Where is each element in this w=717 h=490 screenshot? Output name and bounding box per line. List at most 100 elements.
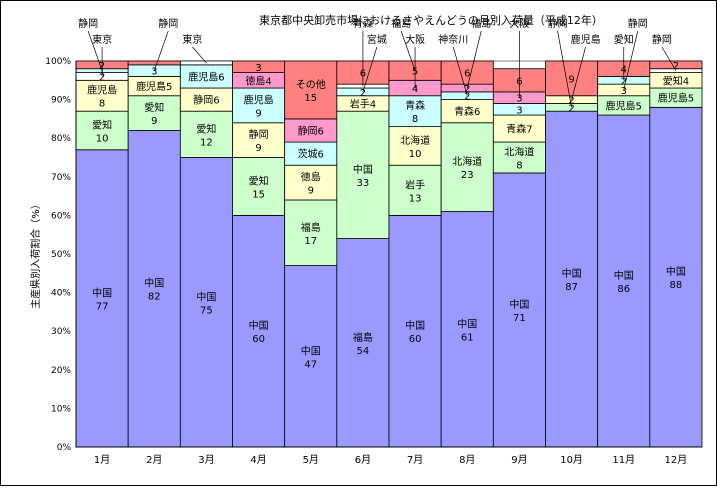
x-tick-label: 10月 xyxy=(560,454,583,466)
segment-label: 鹿児島5 xyxy=(136,80,172,93)
segment-label: 3 xyxy=(255,63,261,74)
segment-name-label: 福島 xyxy=(353,331,373,344)
segment-value-label: 15 xyxy=(304,93,317,104)
callout-label: 静岡 xyxy=(78,17,98,30)
y-tick-label: 30% xyxy=(51,327,71,337)
x-tick-label: 4月 xyxy=(250,454,266,466)
x-tick-label: 7月 xyxy=(407,454,423,466)
segment-value-label: 33 xyxy=(357,178,370,189)
bar-segment xyxy=(127,60,181,66)
chart-title: 東京都中央卸売市場におけるさやえんどうの月別入荷量（平成12年） xyxy=(259,13,603,27)
segment-value-label: 23 xyxy=(461,170,474,181)
bar-segment xyxy=(545,110,599,448)
callout-leader xyxy=(623,30,639,91)
segment-name-label: 静岡 xyxy=(249,128,269,141)
segment-label: 鹿児島5 xyxy=(606,99,642,112)
segment-label: 3 xyxy=(516,105,522,116)
segment-value-label: 82 xyxy=(148,292,161,303)
bars xyxy=(75,60,703,448)
segment-label: 2 xyxy=(673,61,679,72)
segment-value-label: 71 xyxy=(513,313,526,324)
bar-segment xyxy=(388,126,442,166)
segment-value-label: 15 xyxy=(252,189,265,200)
bar-segment xyxy=(649,60,703,70)
x-tick-label: 8月 xyxy=(459,454,475,466)
segment-label: 2 xyxy=(621,76,627,87)
bar-segment xyxy=(388,214,442,448)
callout-label: 静岡 xyxy=(158,17,178,30)
segment-labels: 中国77愛知10鹿児島8212中国82愛知9鹿児島53中国75愛知12静岡6鹿児… xyxy=(87,61,694,370)
segment-name-label: 中国 xyxy=(562,267,582,280)
segment-name-label: 鹿児島 xyxy=(87,84,117,97)
segment-label: 2 xyxy=(99,72,105,83)
bar-segment xyxy=(232,157,286,216)
y-axis-label: 主産県別入荷割合（%） xyxy=(29,199,42,309)
segment-name-label: 中国 xyxy=(301,344,321,357)
y-tick-label: 70% xyxy=(51,173,71,183)
segment-label: 4 xyxy=(412,84,418,95)
segment-value-label: 10 xyxy=(96,133,109,144)
bar-segment xyxy=(284,60,338,120)
segment-name-label: 岩手 xyxy=(405,178,425,191)
callout-label: 青森 xyxy=(353,17,373,30)
segment-value-label: 61 xyxy=(461,332,474,343)
y-tick-label: 100% xyxy=(45,57,71,67)
segment-label: 6 xyxy=(464,69,470,80)
callout-leader xyxy=(557,30,572,108)
segment-label: 2 xyxy=(464,84,470,95)
x-tick-label: 12月 xyxy=(665,454,688,466)
x-tick-label: 9月 xyxy=(511,454,527,466)
bar-segment xyxy=(75,79,129,112)
segment-value-label: 86 xyxy=(617,284,630,295)
segment-name-label: 北海道 xyxy=(400,134,430,147)
segment-label: 2 xyxy=(464,92,470,103)
segment-value-label: 88 xyxy=(670,280,683,291)
bar-segment xyxy=(232,87,286,124)
segment-name-label: 愛知 xyxy=(196,122,216,135)
segment-value-label: 10 xyxy=(409,149,422,160)
y-tick-label: 50% xyxy=(51,250,71,260)
callout-label: 大阪 xyxy=(405,33,425,46)
callout-label: 福島 xyxy=(471,17,491,30)
callout-label: 静岡 xyxy=(628,17,648,30)
segment-value-label: 9 xyxy=(255,108,261,119)
x-tick-label: 3月 xyxy=(198,454,214,466)
callout-leader xyxy=(661,46,677,71)
callout-leader xyxy=(466,30,482,89)
y-tick-label: 20% xyxy=(51,366,71,376)
callout-label: 東京 xyxy=(182,33,202,46)
segment-name-label: 中国 xyxy=(196,290,216,303)
bar-segment xyxy=(492,172,546,448)
callout-label: 静岡 xyxy=(652,33,672,46)
callout-leader xyxy=(400,30,416,71)
segment-label: 9 xyxy=(568,74,574,85)
callout-label: 神奈川 xyxy=(438,33,468,46)
bar-segment xyxy=(545,60,599,97)
bar-segment xyxy=(179,110,233,158)
segment-name-label: 中国 xyxy=(666,265,686,278)
segment-name-label: 愛知 xyxy=(92,118,112,131)
segment-value-label: 8 xyxy=(99,99,105,110)
bar-segment xyxy=(232,122,286,158)
callout-label: 鹿児島 xyxy=(571,33,601,46)
x-tick-label: 2月 xyxy=(146,454,162,466)
x-tick-label: 11月 xyxy=(612,454,635,466)
callout-label: 愛知 xyxy=(614,33,634,46)
bar-segment xyxy=(492,141,546,174)
segment-name-label: 愛知 xyxy=(249,174,269,187)
bar-segment xyxy=(597,114,651,448)
segment-value-label: 47 xyxy=(304,359,317,370)
segment-label: 徳島4 xyxy=(245,74,271,87)
callout-leader xyxy=(452,46,468,96)
segment-name-label: 愛知 xyxy=(144,101,164,114)
segment-label: 鹿児島6 xyxy=(188,70,224,83)
callout-label: 福島 xyxy=(391,17,411,30)
callout-label: 大阪 xyxy=(509,17,529,30)
segment-label: 3 xyxy=(151,67,157,78)
segment-label: 茨城6 xyxy=(298,148,324,161)
segment-name-label: 中国 xyxy=(249,319,269,332)
y-tick-label: 0% xyxy=(57,443,72,453)
